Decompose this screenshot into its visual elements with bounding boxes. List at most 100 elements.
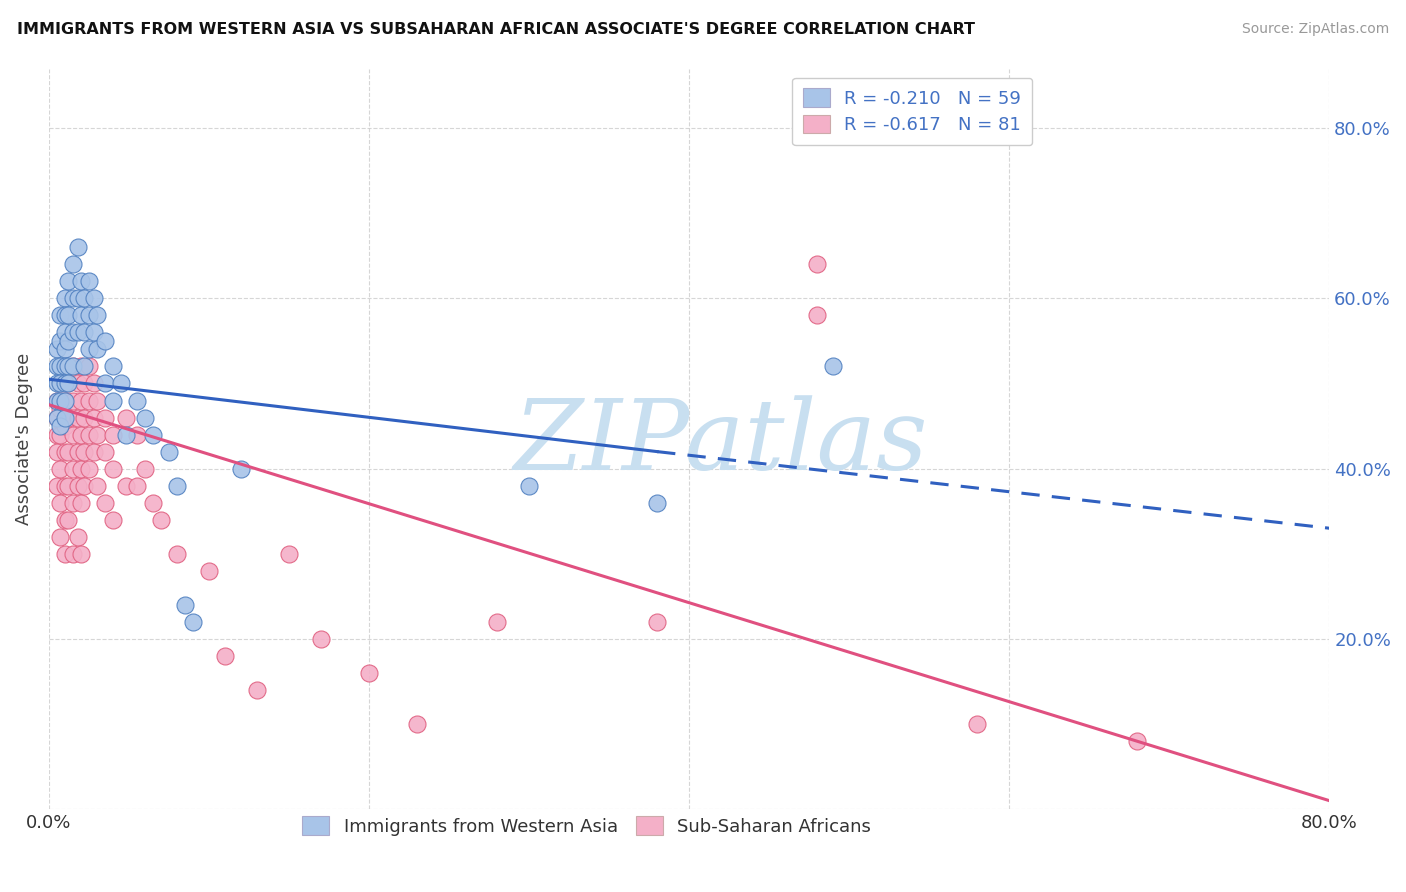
Point	[517, 478, 540, 492]
Point	[94, 334, 117, 348]
Point	[56, 376, 79, 391]
Point	[198, 564, 221, 578]
Point	[49, 419, 72, 434]
Point	[229, 461, 252, 475]
Point	[166, 547, 188, 561]
Point	[66, 326, 89, 340]
Point	[181, 615, 204, 629]
Point	[46, 444, 69, 458]
Point	[406, 717, 429, 731]
Point	[46, 393, 69, 408]
Point	[53, 410, 76, 425]
Point	[142, 427, 165, 442]
Point	[134, 461, 156, 475]
Point	[73, 359, 96, 374]
Point	[114, 427, 136, 442]
Point	[62, 547, 84, 561]
Point	[56, 376, 79, 391]
Point	[125, 478, 148, 492]
Point	[86, 478, 108, 492]
Point	[70, 461, 93, 475]
Point	[806, 309, 828, 323]
Point	[49, 359, 72, 374]
Point	[77, 393, 100, 408]
Legend: Immigrants from Western Asia, Sub-Saharan Africans: Immigrants from Western Asia, Sub-Sahara…	[292, 807, 880, 845]
Point	[53, 393, 76, 408]
Point	[1126, 734, 1149, 748]
Point	[114, 410, 136, 425]
Point	[46, 343, 69, 357]
Point	[66, 530, 89, 544]
Point	[70, 496, 93, 510]
Point	[46, 359, 69, 374]
Point	[49, 334, 72, 348]
Point	[56, 444, 79, 458]
Point	[49, 530, 72, 544]
Point	[56, 410, 79, 425]
Point	[83, 376, 105, 391]
Point	[486, 615, 509, 629]
Point	[645, 615, 668, 629]
Point	[66, 291, 89, 305]
Point	[70, 393, 93, 408]
Point	[66, 240, 89, 254]
Point	[66, 444, 89, 458]
Point	[174, 598, 197, 612]
Point	[53, 376, 76, 391]
Point	[86, 309, 108, 323]
Point	[62, 359, 84, 374]
Point	[46, 410, 69, 425]
Point	[83, 444, 105, 458]
Point	[49, 402, 72, 417]
Point	[53, 291, 76, 305]
Point	[49, 309, 72, 323]
Point	[77, 427, 100, 442]
Point	[823, 359, 845, 374]
Point	[114, 478, 136, 492]
Point	[73, 291, 96, 305]
Point	[49, 376, 72, 391]
Point	[134, 410, 156, 425]
Text: ZIPatlas: ZIPatlas	[513, 395, 928, 491]
Point	[142, 496, 165, 510]
Point	[125, 393, 148, 408]
Point	[101, 393, 124, 408]
Point	[62, 359, 84, 374]
Point	[77, 274, 100, 288]
Point	[49, 461, 72, 475]
Point	[73, 478, 96, 492]
Point	[309, 632, 332, 646]
Point	[56, 309, 79, 323]
Point	[53, 444, 76, 458]
Point	[86, 427, 108, 442]
Point	[70, 427, 93, 442]
Point	[83, 410, 105, 425]
Point	[83, 291, 105, 305]
Point	[46, 427, 69, 442]
Point	[62, 326, 84, 340]
Point	[278, 547, 301, 561]
Point	[77, 309, 100, 323]
Point	[157, 444, 180, 458]
Point	[62, 427, 84, 442]
Point	[49, 427, 72, 442]
Point	[53, 359, 76, 374]
Point	[70, 274, 93, 288]
Point	[70, 359, 93, 374]
Point	[66, 410, 89, 425]
Point	[70, 547, 93, 561]
Y-axis label: Associate's Degree: Associate's Degree	[15, 352, 32, 525]
Point	[806, 257, 828, 271]
Point	[77, 461, 100, 475]
Point	[53, 359, 76, 374]
Point	[49, 376, 72, 391]
Point	[62, 461, 84, 475]
Point	[73, 410, 96, 425]
Point	[214, 648, 236, 663]
Point	[56, 334, 79, 348]
Point	[166, 478, 188, 492]
Point	[66, 478, 89, 492]
Point	[73, 444, 96, 458]
Point	[49, 496, 72, 510]
Point	[94, 410, 117, 425]
